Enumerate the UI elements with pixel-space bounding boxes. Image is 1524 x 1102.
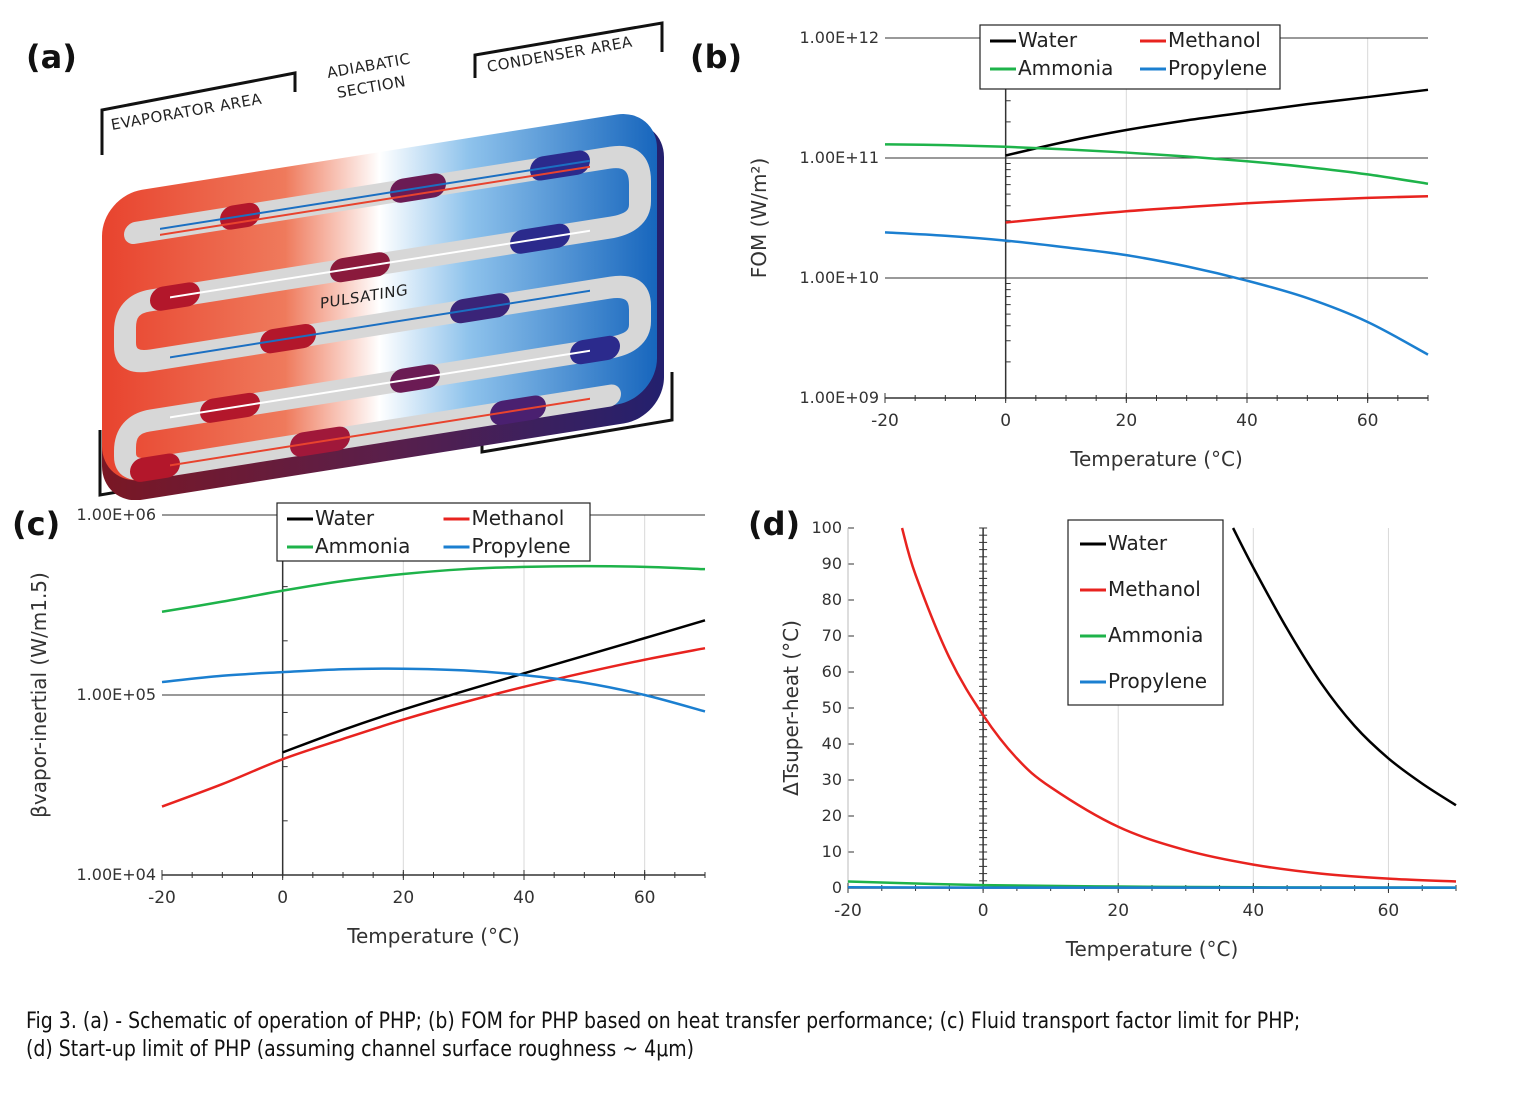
x-tick-label: -20 — [871, 411, 899, 431]
evaporator-label: EVAPORATOR AREA — [110, 90, 264, 134]
panel-label-d: (d) — [748, 505, 801, 543]
evaporator-bracket — [100, 71, 297, 155]
legend-label-methanol: Methanol — [472, 506, 565, 530]
legend-box — [276, 502, 591, 562]
y-axis-title: βvapor-inertial (W/m1.5) — [27, 572, 51, 818]
legend-label-propylene: Propylene — [472, 534, 571, 558]
x-tick-label: 60 — [1357, 411, 1379, 431]
php-schematic: EVAPORATOR AREA ADIABATIC SECTION CONDEN… — [98, 21, 674, 500]
x-tick-label: 0 — [978, 901, 989, 921]
y-tick-label: 1.00E+06 — [77, 505, 157, 524]
y-tick-label: 40 — [822, 734, 842, 753]
y-tick-label: 60 — [822, 662, 842, 681]
series-line-propylene — [161, 667, 706, 713]
x-tick-label: 40 — [513, 888, 535, 908]
legend-label-water: Water — [315, 506, 375, 530]
series-line-ammonia — [884, 143, 1429, 185]
y-tick-label: 1.00E+11 — [800, 148, 880, 167]
x-axis-title: Temperature (°C) — [346, 924, 520, 948]
series-line-methanol — [900, 527, 1457, 883]
y-tick-label: 1.00E+09 — [800, 388, 880, 407]
legend-box — [1067, 519, 1224, 706]
y-axis-title: ΔTsuper-heat (°C) — [779, 620, 803, 796]
legend-label-ammonia: Ammonia — [315, 534, 410, 558]
legend-label-propylene: Propylene — [1108, 669, 1207, 693]
legend-label-methanol: Methanol — [1168, 28, 1261, 52]
legend-label-ammonia: Ammonia — [1018, 56, 1113, 80]
y-tick-label: 1.00E+04 — [77, 865, 157, 884]
legend-label-propylene: Propylene — [1168, 56, 1267, 80]
x-tick-label: 0 — [277, 888, 288, 908]
x-tick-label: 20 — [393, 888, 415, 908]
series-line-propylene — [884, 231, 1429, 356]
x-tick-label: 0 — [1000, 411, 1011, 431]
y-tick-label: 100 — [811, 518, 842, 537]
y-tick-label: 70 — [822, 626, 842, 645]
series-line-methanol — [1005, 195, 1429, 224]
caption-line-2: (d) Start-up limit of PHP (assuming chan… — [26, 1037, 695, 1062]
x-tick-label: -20 — [834, 901, 862, 921]
figure-caption: Fig 3. (a) - Schematic of operation of P… — [26, 1008, 1301, 1064]
x-axis-title: Temperature (°C) — [1069, 447, 1243, 471]
y-tick-label: 30 — [822, 770, 842, 789]
y-tick-label: 50 — [822, 698, 842, 717]
y-tick-label: 10 — [822, 842, 842, 861]
x-tick-label: 60 — [1378, 901, 1400, 921]
y-tick-label: 20 — [822, 806, 842, 825]
series-line-water — [1231, 527, 1457, 807]
chart-d-startup-limit: 0 10 20 30 40 50 60 70 80 90 100 -20 0 20 40 60 Temperat… — [779, 518, 1457, 961]
panel-label-b: (b) — [690, 38, 743, 76]
caption-line-1: Fig 3. (a) - Schematic of operation of P… — [26, 1009, 1301, 1034]
panel-label-a: (a) — [26, 38, 77, 76]
series-line-water — [282, 619, 706, 754]
panel-label-c: (c) — [12, 505, 61, 543]
x-tick-label: 20 — [1107, 901, 1129, 921]
legend-label-water: Water — [1108, 531, 1168, 555]
x-tick-label: 40 — [1236, 411, 1258, 431]
legend-label-ammonia: Ammonia — [1108, 623, 1203, 647]
y-tick-label: 1.00E+10 — [800, 268, 880, 287]
condenser-bracket — [473, 21, 664, 78]
x-tick-label: 20 — [1116, 411, 1138, 431]
y-axis-title: FOM (W/m²) — [747, 158, 771, 278]
chart-b-fom: 1.00E+09 1.00E+10 1.00E+11 1.00E+12 -20 0 20 40… — [747, 24, 1429, 471]
x-tick-label: -20 — [148, 888, 176, 908]
y-tick-label: 80 — [822, 590, 842, 609]
legend-label-methanol: Methanol — [1108, 577, 1201, 601]
x-axis-title: Temperature (°C) — [1065, 937, 1239, 961]
x-tick-label: 60 — [634, 888, 656, 908]
series-line-ammonia — [161, 564, 706, 614]
y-tick-label: 1.00E+12 — [800, 28, 880, 47]
y-tick-label: 90 — [822, 554, 842, 573]
series-line-methanol — [161, 646, 706, 808]
y-tick-label: 0 — [832, 878, 842, 897]
legend-box — [979, 24, 1281, 90]
x-tick-label: 40 — [1243, 901, 1265, 921]
legend-label-water: Water — [1018, 28, 1078, 52]
chart-c-fluid-transport: 1.00E+04 1.00E+05 1.00E+06 -20 0 20 40 60 Temper… — [27, 502, 706, 948]
y-tick-label: 1.00E+05 — [77, 685, 157, 704]
series-line-water — [1005, 88, 1429, 157]
